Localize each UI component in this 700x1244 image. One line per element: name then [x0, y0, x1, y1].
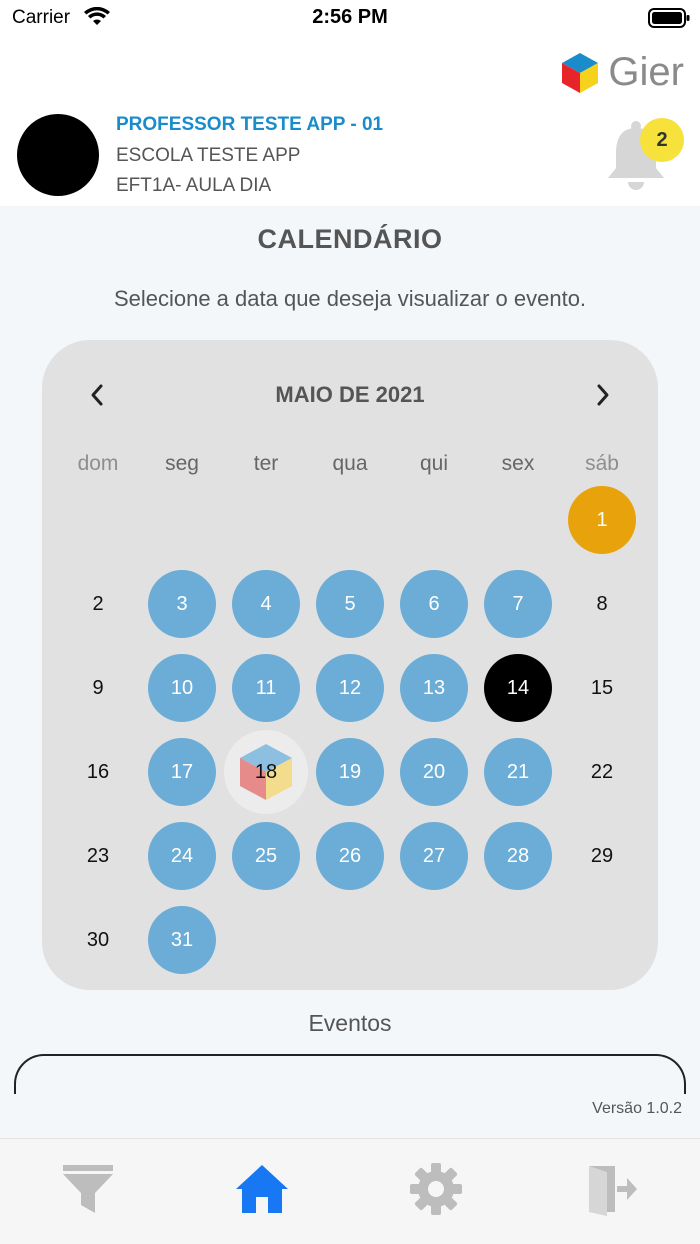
- calendar-day-16[interactable]: 16: [86, 760, 110, 783]
- events-panel: [14, 1054, 686, 1094]
- app-header: Gier PROFESSOR TESTE APP - 01 ESCOLA TES…: [0, 36, 700, 206]
- status-bar: Carrier 2:56 PM: [0, 0, 700, 36]
- gier-logo: Gier: [560, 50, 684, 95]
- calendar-day-1[interactable]: 1: [568, 486, 636, 554]
- calendar-day-2[interactable]: 2: [92, 592, 104, 615]
- tab-settings[interactable]: [406, 1159, 466, 1219]
- tab-filter[interactable]: [58, 1159, 118, 1219]
- logo-text: Gier: [608, 50, 684, 94]
- calendar-day-10[interactable]: 10: [148, 654, 216, 722]
- calendar-day-27[interactable]: 27: [400, 822, 468, 890]
- calendar-day-5[interactable]: 5: [316, 570, 384, 638]
- calendar-day-17[interactable]: 17: [148, 738, 216, 806]
- chevron-left-icon: [91, 384, 103, 406]
- weekday-qui: qui: [419, 452, 449, 475]
- calendar-day-9[interactable]: 9: [92, 676, 104, 699]
- calendar-day-20[interactable]: 20: [400, 738, 468, 806]
- weekday-sáb: sáb: [585, 452, 619, 475]
- calendar-day-number: 18: [254, 760, 278, 783]
- calendar-day-31[interactable]: 31: [148, 906, 216, 974]
- calendar-day-15[interactable]: 15: [590, 676, 614, 699]
- calendar-day-25[interactable]: 25: [232, 822, 300, 890]
- status-time: 2:56 PM: [312, 6, 388, 28]
- calendar-day-11[interactable]: 11: [232, 654, 300, 722]
- chevron-right-icon: [597, 384, 609, 406]
- notification-badge: 2: [640, 118, 684, 162]
- class-name: EFT1A- AULA DIA: [116, 175, 272, 196]
- events-label: Eventos: [308, 1010, 392, 1036]
- logout-icon: [589, 1166, 637, 1216]
- month-label: MAIO DE 2021: [275, 382, 425, 407]
- gear-icon: [410, 1163, 462, 1215]
- calendar-day-22[interactable]: 22: [590, 760, 614, 783]
- page-title: CALENDÁRIO: [257, 224, 443, 254]
- weekday-qua: qua: [332, 452, 368, 475]
- version-label: Versão 1.0.2: [592, 1100, 682, 1117]
- calendar-day-8[interactable]: 8: [596, 592, 608, 615]
- calendar-day-24[interactable]: 24: [148, 822, 216, 890]
- calendar-day-30[interactable]: 30: [86, 928, 110, 951]
- tab-logout[interactable]: [582, 1159, 642, 1219]
- weekday-sex: sex: [501, 452, 535, 475]
- calendar-day-28[interactable]: 28: [484, 822, 552, 890]
- tab-home[interactable]: [232, 1159, 292, 1219]
- calendar-day-4[interactable]: 4: [232, 570, 300, 638]
- calendar-day-26[interactable]: 26: [316, 822, 384, 890]
- calendar-day-6[interactable]: 6: [400, 570, 468, 638]
- cube-marker-icon: [240, 744, 292, 800]
- avatar[interactable]: [17, 114, 99, 196]
- calendar-day-14[interactable]: 14: [484, 654, 552, 722]
- calendar-day-19[interactable]: 19: [316, 738, 384, 806]
- tab-bar: [0, 1138, 700, 1244]
- calendar: MAIO DE 2021 dom seg ter qua qui sex sáb 1 2 3 4 5 6…: [42, 340, 658, 990]
- calendar-day-18[interactable]: 18: [224, 730, 308, 814]
- home-icon: [236, 1165, 288, 1213]
- instruction-text: Selecione a data que deseja visualizar o…: [113, 286, 587, 311]
- wifi-icon: [84, 6, 110, 32]
- previous-month-button[interactable]: [82, 380, 112, 410]
- weekday-dom: dom: [77, 452, 119, 475]
- calendar-day-29[interactable]: 29: [590, 844, 614, 867]
- filter-icon: [63, 1165, 113, 1213]
- calendar-day-12[interactable]: 12: [316, 654, 384, 722]
- next-month-button[interactable]: [588, 380, 618, 410]
- calendar-day-21[interactable]: 21: [484, 738, 552, 806]
- calendar-day-7[interactable]: 7: [484, 570, 552, 638]
- school-name: ESCOLA TESTE APP: [116, 145, 301, 166]
- calendar-day-13[interactable]: 13: [400, 654, 468, 722]
- weekday-ter: ter: [253, 452, 279, 475]
- calendar-day-3[interactable]: 3: [148, 570, 216, 638]
- cube-logo-icon: [562, 52, 599, 93]
- weekday-seg: seg: [165, 452, 199, 475]
- calendar-day-23[interactable]: 23: [86, 844, 110, 867]
- carrier-label: Carrier: [12, 7, 71, 28]
- professor-name: PROFESSOR TESTE APP - 01: [116, 114, 384, 135]
- battery-icon: [648, 8, 690, 33]
